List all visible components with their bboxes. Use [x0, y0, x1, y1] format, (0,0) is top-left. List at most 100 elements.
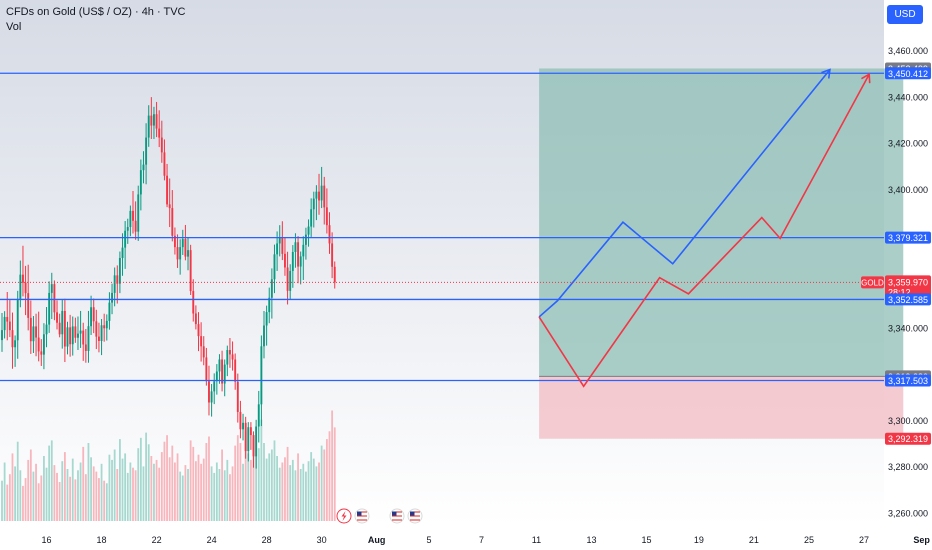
candle: [205, 347, 208, 386]
us-flag-icon[interactable]: [407, 508, 423, 524]
volume-bar: [234, 445, 237, 521]
candle-body: [331, 243, 334, 267]
price-badge: [885, 231, 931, 244]
volume-bar: [74, 479, 77, 521]
volume-bar: [153, 463, 155, 521]
candle: [155, 101, 158, 138]
candle-body: [286, 267, 289, 291]
candle: [150, 97, 153, 139]
volume-bar: [84, 474, 87, 521]
candle-body: [61, 310, 64, 335]
volume-bar: [257, 448, 260, 521]
volume-bar: [139, 437, 142, 521]
candle: [263, 310, 265, 359]
volume-bar: [79, 462, 82, 521]
volume-bar: [297, 453, 299, 521]
price-badge: [885, 293, 931, 306]
volume-bar: [22, 485, 24, 521]
candle: [139, 159, 142, 211]
currency-button[interactable]: USD: [887, 5, 923, 24]
candle-body: [103, 325, 106, 329]
volume-bar: [333, 427, 336, 521]
candle: [187, 237, 189, 271]
x-tick-label: Aug: [368, 535, 386, 545]
candle: [255, 419, 258, 469]
candle: [45, 307, 48, 348]
candle-body: [8, 321, 11, 331]
volume-bar: [229, 474, 231, 521]
candle: [249, 422, 252, 450]
candle-body: [284, 253, 286, 268]
us-flag-icon[interactable]: [354, 508, 370, 524]
volume-bar: [8, 474, 11, 521]
candle: [97, 322, 100, 353]
candle-body: [323, 185, 326, 208]
candle-body: [79, 330, 82, 334]
candle: [210, 383, 213, 417]
volume-bar: [187, 469, 189, 521]
candle: [247, 422, 250, 462]
candle: [176, 234, 179, 268]
volume-bar: [37, 483, 40, 521]
candle: [228, 337, 231, 368]
price-badge-label: 3,450.412: [888, 69, 928, 79]
volume-bar: [24, 478, 27, 521]
candle-body: [244, 422, 247, 452]
candle: [118, 251, 121, 294]
candle-body: [69, 327, 72, 345]
volume-bar: [100, 463, 103, 521]
flag-stripe: [357, 517, 367, 519]
volume-bar: [213, 472, 216, 521]
volume-bar: [328, 431, 331, 521]
candle-body: [100, 325, 103, 341]
volume-bar: [236, 435, 239, 521]
candle: [8, 300, 11, 338]
x-tick-label: 11: [532, 535, 541, 545]
volume-bar: [221, 449, 223, 521]
volume-bar: [284, 457, 286, 521]
candle: [134, 201, 137, 240]
x-tick-label: 22: [152, 535, 162, 545]
candle-body: [268, 297, 271, 313]
candle-body: [155, 114, 158, 129]
volume-bar: [215, 462, 218, 521]
candle-body: [129, 210, 132, 228]
candle-body: [6, 316, 9, 322]
x-tick-label: 27: [859, 535, 869, 545]
candle-body: [291, 251, 294, 271]
candle: [3, 311, 6, 339]
volume-bar: [45, 467, 48, 521]
volume-bar: [323, 449, 326, 521]
volume-bar: [61, 461, 64, 521]
price-badge-label: 3,317.503: [888, 376, 928, 386]
candle-body: [213, 381, 216, 392]
volume-bar: [263, 443, 265, 521]
candle: [200, 322, 203, 362]
candle-body: [294, 242, 297, 252]
candle: [71, 316, 74, 356]
candle: [318, 173, 320, 215]
candle: [90, 295, 93, 335]
volume-bars: [1, 410, 336, 521]
candle: [202, 336, 205, 366]
candle: [142, 151, 145, 184]
us-flag-icon[interactable]: [389, 508, 405, 524]
candle-body: [200, 336, 203, 347]
candle: [236, 373, 239, 423]
flag-canton: [410, 511, 415, 516]
flag-stripe: [410, 513, 420, 515]
candle: [126, 218, 129, 244]
volume-bar: [50, 440, 53, 521]
y-tick-label: 3,460.000: [888, 46, 928, 56]
volume-bar: [192, 446, 195, 521]
flag-stripe: [392, 513, 402, 515]
candle-body: [105, 320, 108, 329]
volume-bar: [92, 466, 95, 521]
volume-bar: [87, 443, 90, 521]
candle-body: [27, 293, 30, 318]
lightning-icon[interactable]: [336, 508, 352, 524]
volume-bar: [260, 419, 263, 521]
candle-body: [139, 170, 142, 195]
volume-bar: [35, 463, 37, 521]
